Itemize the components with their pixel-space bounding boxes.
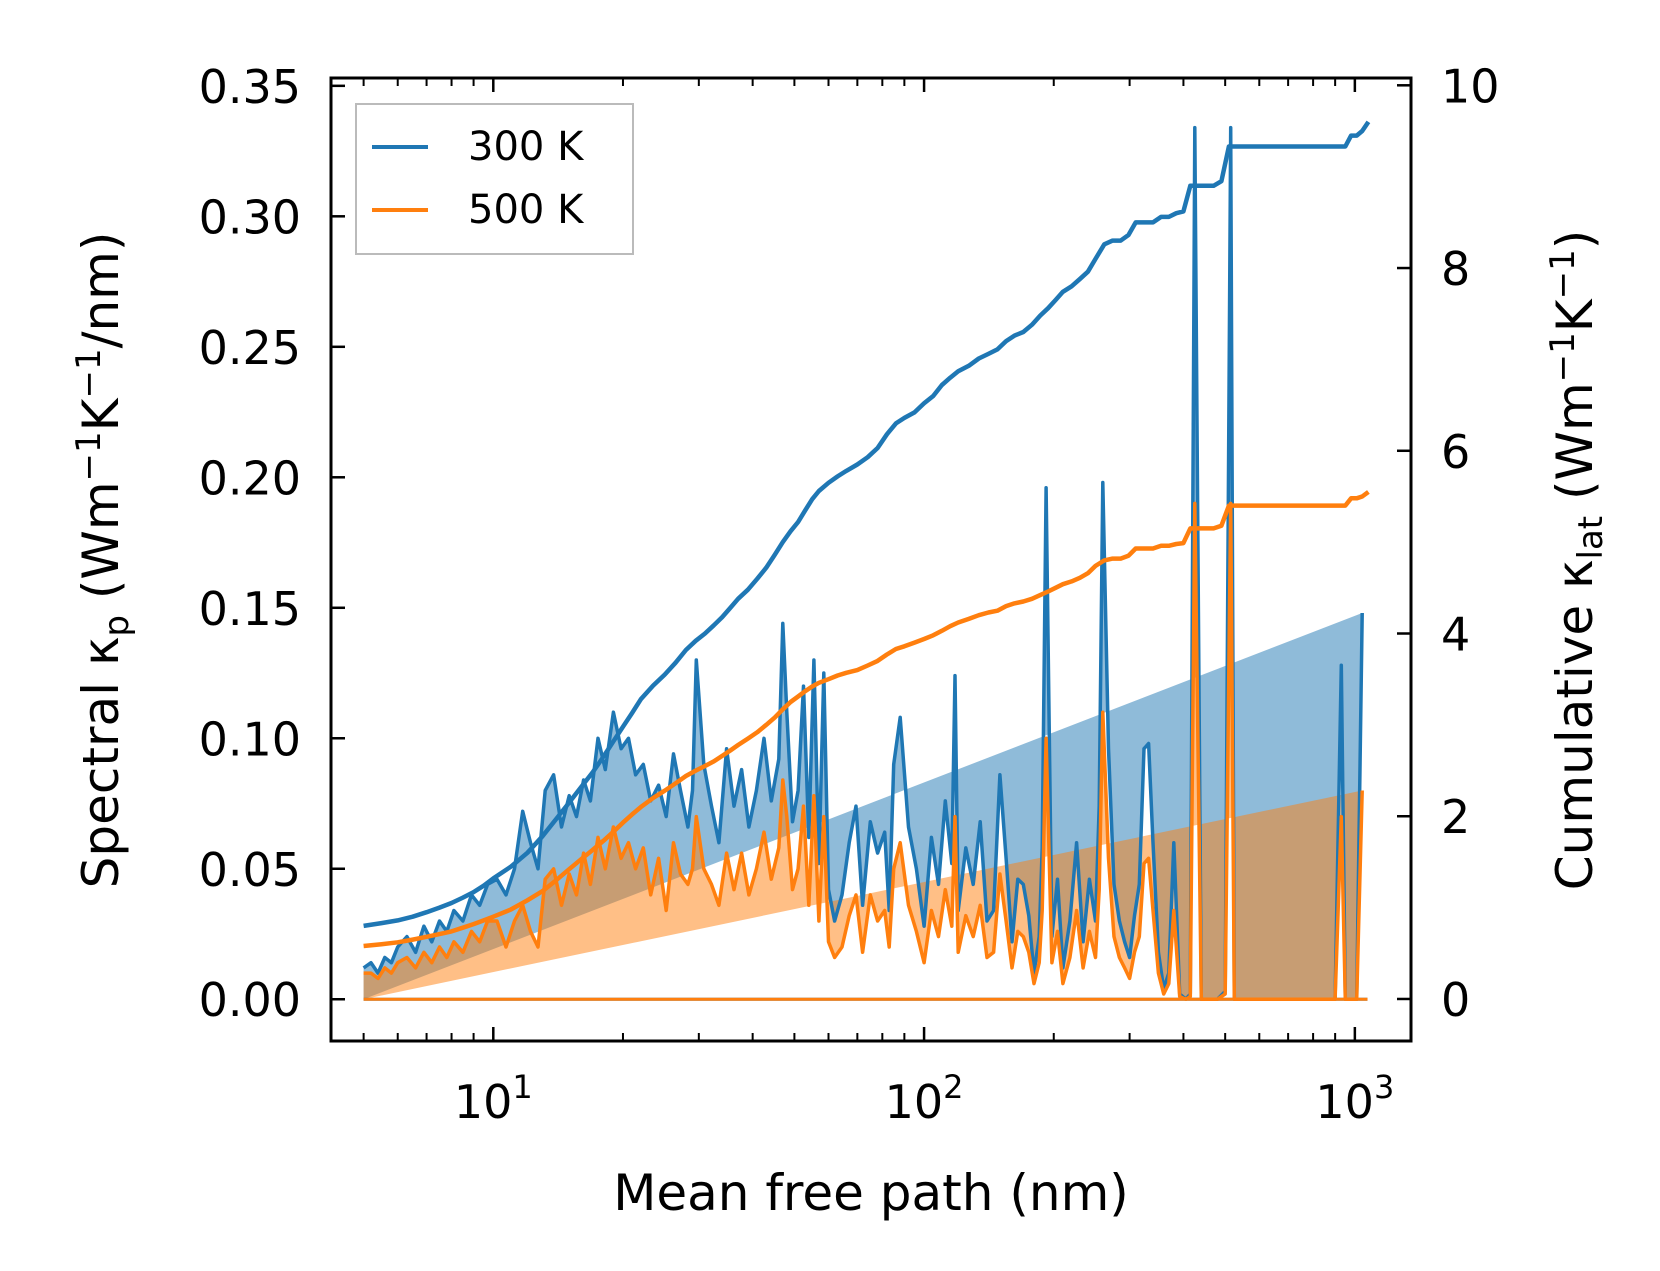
spectral-line-500k bbox=[363, 501, 1364, 1001]
x-axis-ticks: 101 102 103 bbox=[362, 78, 1394, 1129]
spectral-line-300k bbox=[362, 125, 1364, 1001]
legend-box bbox=[355, 103, 634, 255]
x-tick-label: 103 bbox=[1315, 1068, 1394, 1129]
cumulative-line-300k bbox=[363, 120, 1371, 929]
left-tick-label: 0.05 bbox=[199, 843, 301, 897]
cumulative-line-500k bbox=[363, 490, 1370, 949]
left-tick-label: 0.25 bbox=[199, 321, 301, 375]
left-axis-ticks: 0.00 0.05 0.10 0.15 0.20 0.25 0.30 0.35 bbox=[199, 60, 345, 1027]
left-axis-title: Spectral κp (Wm−1K−1/nm) bbox=[69, 232, 137, 889]
plot-frame bbox=[329, 76, 1413, 1043]
right-tick-label: 10 bbox=[1441, 59, 1500, 113]
legend-label-300k: 300 K bbox=[468, 124, 585, 170]
right-tick-label: 0 bbox=[1441, 973, 1470, 1027]
left-tick-label: 0.20 bbox=[199, 451, 301, 505]
right-axis-title: Cumulative κlat (Wm−1K−1) bbox=[1543, 230, 1611, 890]
right-tick-label: 6 bbox=[1441, 425, 1470, 479]
x-tick-label: 101 bbox=[454, 1068, 533, 1129]
legend-label-500k: 500 K bbox=[468, 187, 585, 233]
right-tick-label: 8 bbox=[1441, 242, 1470, 296]
left-tick-label: 0.00 bbox=[199, 973, 301, 1027]
left-tick-label: 0.35 bbox=[199, 60, 301, 114]
spectral-fill-300k bbox=[363, 127, 1363, 1000]
left-tick-label: 0.30 bbox=[199, 190, 301, 244]
right-tick-label: 2 bbox=[1441, 790, 1470, 844]
legend: 300 K 500 K bbox=[355, 103, 634, 255]
cumulative-lines bbox=[363, 120, 1371, 949]
left-tick-label: 0.10 bbox=[199, 712, 301, 766]
left-tick-label: 0.15 bbox=[199, 582, 301, 636]
right-axis-ticks: 0 2 4 6 8 10 bbox=[1397, 59, 1500, 1027]
spectral-lines bbox=[362, 125, 1368, 1001]
x-axis-title: Mean free path (nm) bbox=[613, 1164, 1129, 1222]
x-tick-label: 102 bbox=[885, 1068, 964, 1129]
right-tick-label: 4 bbox=[1441, 608, 1470, 662]
